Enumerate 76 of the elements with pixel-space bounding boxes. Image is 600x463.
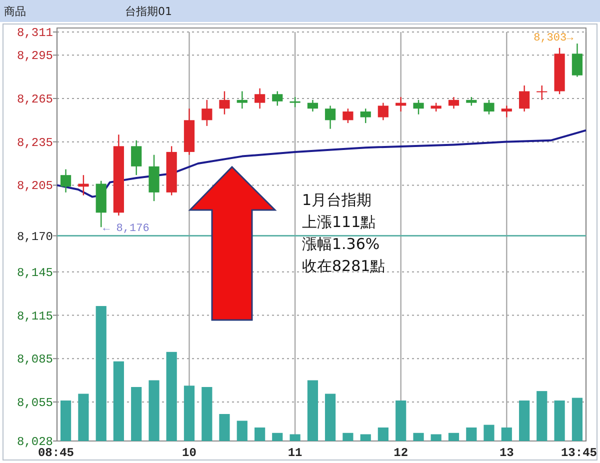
y-tick-label: 8,295 — [16, 49, 53, 64]
candlestick — [60, 168, 72, 194]
candlestick — [342, 108, 354, 124]
bar — [307, 380, 318, 441]
bar — [272, 432, 283, 441]
bar — [254, 428, 266, 441]
candlestick — [501, 105, 512, 118]
y-tick-label: 8,145 — [16, 266, 53, 280]
annotation: 收在8281點 — [302, 257, 386, 275]
annotation: 8,303→ — [534, 32, 574, 45]
candlestick — [448, 96, 460, 110]
annotation: 漲幅1.36% — [302, 235, 380, 253]
candlestick — [413, 99, 424, 115]
bar — [236, 420, 248, 441]
y-tick-label: 8,235 — [16, 136, 53, 150]
y-tick-label: 8,028 — [16, 435, 53, 449]
bar — [396, 400, 406, 441]
bar — [113, 361, 124, 441]
bar — [448, 432, 460, 441]
bar — [484, 424, 494, 441]
annotation: 1月台指期 — [302, 191, 372, 209]
candlestick — [324, 105, 336, 130]
y-tick-label: 8,311 — [16, 26, 53, 40]
bar — [360, 434, 371, 441]
candlestick — [131, 140, 142, 176]
candlestick — [360, 108, 371, 124]
candlestick — [254, 88, 266, 110]
x-tick-label: 08:45 — [38, 446, 74, 460]
chart-title: 台指期01 — [125, 5, 172, 18]
y-tick-label: 8,055 — [16, 396, 53, 410]
bar — [148, 380, 160, 441]
candlestick — [307, 99, 318, 112]
bar — [290, 434, 300, 441]
y-tick-label: 8,205 — [16, 179, 53, 194]
bar — [554, 400, 565, 441]
candlestick — [236, 90, 248, 110]
candlestick — [484, 99, 494, 115]
candlestick — [290, 96, 300, 108]
bar — [342, 432, 354, 441]
bar — [96, 306, 106, 441]
bar — [413, 432, 424, 441]
bar — [501, 428, 512, 441]
candlestick — [272, 90, 283, 106]
y-tick-label: 8,085 — [16, 352, 53, 367]
y-tick-label: 8,170 — [16, 230, 53, 244]
bar — [466, 428, 477, 441]
bar — [572, 398, 583, 441]
candlestick — [536, 84, 548, 101]
bar — [219, 414, 230, 441]
x-tick-label: 10 — [182, 446, 196, 460]
candlestick — [519, 84, 530, 112]
x-tick-label: 11 — [288, 446, 302, 460]
candlestick — [378, 102, 388, 121]
bar — [324, 394, 336, 441]
text: 商品 — [4, 5, 26, 18]
y-tick-label: 8,265 — [16, 92, 53, 106]
annotation: 上漲111點 — [302, 213, 376, 231]
bar — [430, 434, 442, 441]
candlestick — [78, 174, 89, 196]
bar — [184, 386, 195, 441]
x-tick-label: 13:45 — [560, 446, 597, 460]
bar — [202, 387, 212, 441]
candlestick — [202, 99, 212, 127]
bar — [519, 400, 530, 441]
candlestick — [572, 42, 583, 78]
bar — [378, 428, 388, 441]
bar — [78, 394, 89, 441]
bar — [60, 400, 72, 441]
bar — [536, 391, 548, 441]
annotation: ← 8,176 — [103, 223, 150, 236]
candlestick — [219, 90, 230, 115]
bar — [131, 387, 142, 441]
bar — [166, 352, 177, 441]
x-tick-label: 13 — [499, 446, 514, 460]
y-tick-label: 8,115 — [16, 309, 53, 324]
x-tick-label: 12 — [394, 446, 408, 460]
